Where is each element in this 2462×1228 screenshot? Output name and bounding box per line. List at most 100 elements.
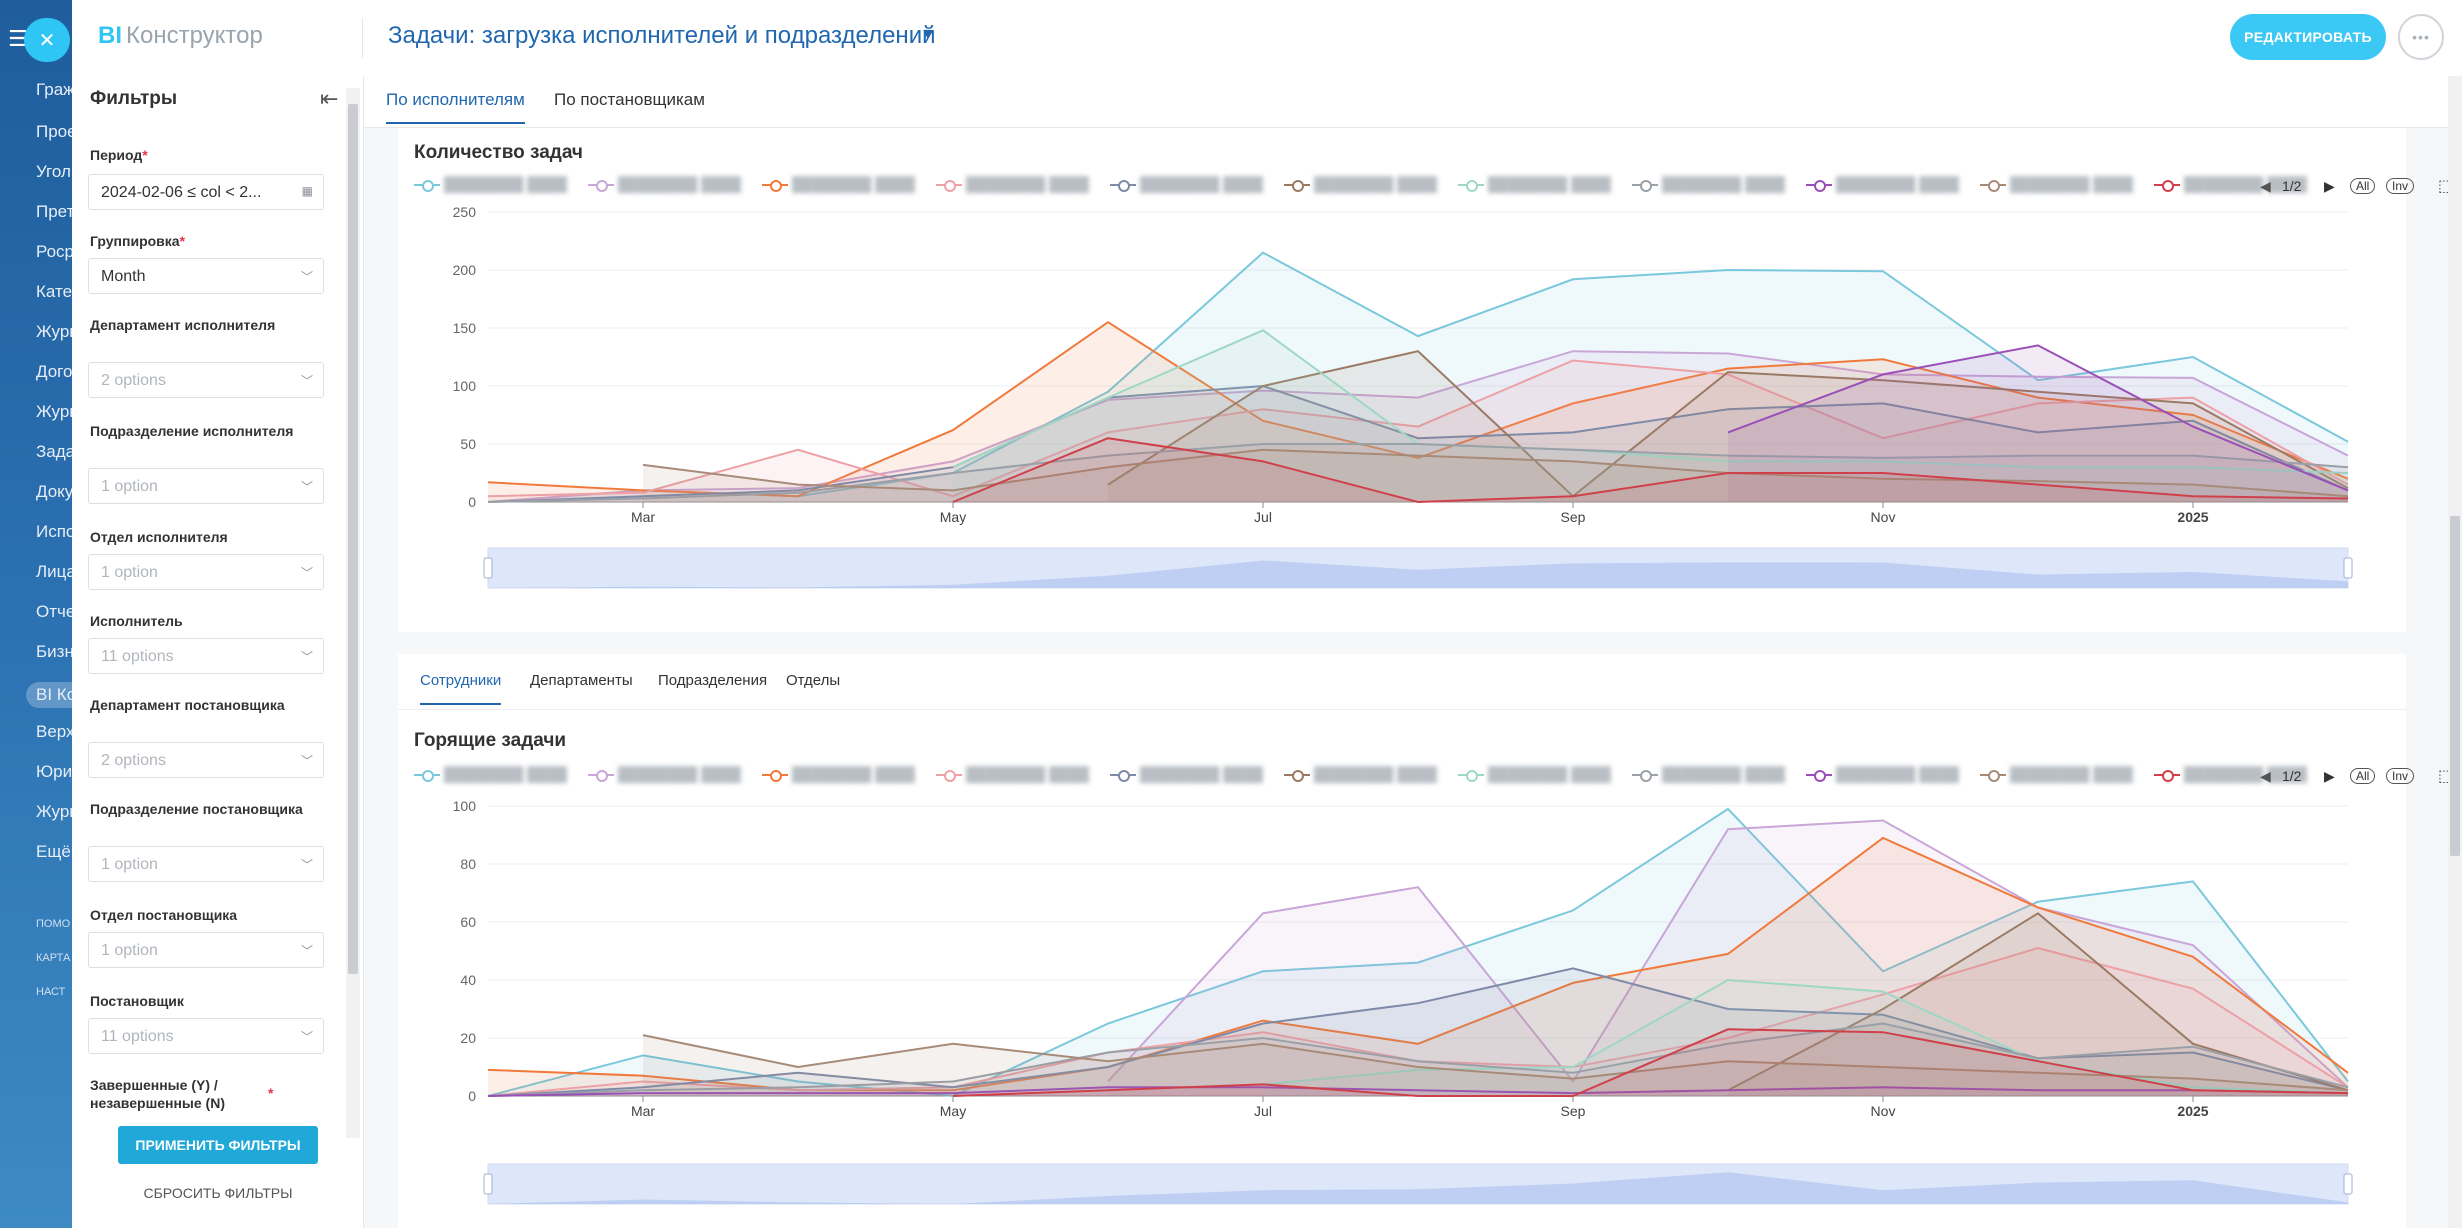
menu-icon[interactable]: ☰ bbox=[8, 26, 28, 51]
main-scrollbar[interactable] bbox=[2448, 76, 2462, 1228]
series-line[interactable] bbox=[952, 437, 2349, 504]
legend-item[interactable]: ████████ ████ bbox=[588, 766, 741, 790]
nav-item[interactable]: Роср bbox=[36, 242, 72, 261]
nav-item[interactable]: BI Ко bbox=[26, 682, 72, 708]
legend-inv-button[interactable]: Inv bbox=[2386, 768, 2415, 784]
zoom-handle-left[interactable] bbox=[483, 557, 493, 579]
legend-item[interactable]: ████████ ████ bbox=[762, 176, 915, 200]
filters-scrollbar[interactable] bbox=[346, 88, 360, 1138]
legend-item[interactable]: ████████ ████ bbox=[1632, 766, 1785, 790]
legend-item[interactable]: ████████ ████ bbox=[1284, 176, 1437, 200]
legend-item[interactable]: ████████ ████ bbox=[1110, 766, 1263, 790]
setter-select[interactable]: 11 options ﹀ bbox=[88, 1018, 324, 1054]
legend-item[interactable]: ████████ ████ bbox=[1980, 766, 2133, 790]
legend-item[interactable]: ████████ ████ bbox=[414, 766, 567, 790]
legend-inv-button[interactable]: Inv bbox=[2386, 178, 2415, 194]
legend-all-button[interactable]: All bbox=[2350, 178, 2376, 194]
nav-item[interactable]: Отче bbox=[36, 602, 72, 621]
nav-item[interactable]: Угол bbox=[36, 162, 71, 181]
otdel-setter-select[interactable]: 1 option ﹀ bbox=[88, 932, 324, 968]
legend-item[interactable]: ████████ ████ bbox=[1284, 766, 1437, 790]
series-line[interactable] bbox=[487, 443, 2349, 503]
legend-item[interactable]: ████████ ████ bbox=[1110, 176, 1263, 200]
legend-next-icon[interactable]: ▶ bbox=[2324, 768, 2335, 784]
zoom-handle-right[interactable] bbox=[2343, 557, 2353, 579]
legend-item[interactable]: ████████ ████ bbox=[1632, 176, 1785, 200]
nav-item[interactable]: Юри bbox=[36, 762, 72, 781]
series-line[interactable] bbox=[487, 807, 2349, 1098]
dept-exec-select[interactable]: 2 options ﹀ bbox=[88, 362, 324, 398]
nav-item[interactable]: Доку bbox=[36, 482, 72, 501]
legend-item[interactable]: ████████ ████ bbox=[1458, 766, 1611, 790]
close-button[interactable]: ✕ bbox=[24, 18, 70, 62]
nav-item[interactable]: Бизн bbox=[36, 642, 72, 661]
nav-item[interactable]: Испо bbox=[36, 522, 72, 541]
series-line[interactable] bbox=[487, 320, 2349, 498]
nav-item[interactable]: Прое bbox=[36, 122, 72, 141]
nav-item[interactable]: Прет bbox=[36, 202, 72, 221]
nav-item[interactable]: Лица bbox=[36, 562, 72, 581]
edit-button[interactable]: РЕДАКТИРОВАТЬ bbox=[2230, 14, 2386, 60]
reset-filters-button[interactable]: СБРОСИТЬ ФИЛЬТРЫ bbox=[143, 1185, 293, 1201]
legend-item[interactable]: ████████ ████ bbox=[2154, 766, 2307, 790]
x-tick-label: Mar bbox=[631, 1103, 655, 1119]
series-line[interactable] bbox=[487, 350, 2349, 503]
chevron-down-icon[interactable]: ▼ bbox=[920, 26, 936, 43]
tab-by-executors[interactable]: По исполнителям bbox=[386, 90, 525, 124]
scroll-thumb[interactable] bbox=[2450, 516, 2460, 856]
subdiv-exec-select[interactable]: 1 option ﹀ bbox=[88, 468, 324, 504]
nav-item[interactable]: Ещё bbox=[36, 842, 71, 861]
period-input[interactable]: 2024-02-06 ≤ col < 2... ▦ bbox=[88, 174, 324, 210]
zoom-handle-right[interactable] bbox=[2343, 1173, 2353, 1195]
scroll-thumb[interactable] bbox=[348, 104, 358, 974]
collapse-panel-icon[interactable]: ⇤ bbox=[320, 86, 339, 111]
more-button[interactable]: ••• bbox=[2398, 14, 2444, 60]
nav-item[interactable]: Кате bbox=[36, 282, 72, 301]
legend-item[interactable]: ████████ ████ bbox=[1458, 176, 1611, 200]
series-line[interactable] bbox=[487, 1086, 2349, 1097]
nav-item[interactable]: Журн bbox=[36, 402, 72, 421]
legend-next-icon[interactable]: ▶ bbox=[2324, 178, 2335, 194]
legend-all-button[interactable]: All bbox=[2350, 768, 2376, 784]
legend-item[interactable]: ████████ ████ bbox=[936, 766, 1089, 790]
zoom-handle-left[interactable] bbox=[483, 1173, 493, 1195]
legend-item[interactable]: ████████ ████ bbox=[1980, 176, 2133, 200]
group-select[interactable]: Month ﹀ bbox=[88, 258, 324, 294]
subtab-employees[interactable]: Сотрудники bbox=[420, 672, 502, 705]
series-line[interactable] bbox=[1107, 819, 2349, 1089]
tab-by-setters[interactable]: По постановщикам bbox=[554, 90, 705, 109]
subtab-subdivisions[interactable]: Подразделения bbox=[658, 672, 768, 689]
nav-item[interactable]: Журн bbox=[36, 322, 72, 341]
legend-item[interactable]: ████████ ████ bbox=[1806, 766, 1959, 790]
legend-item[interactable]: ████████ ████ bbox=[762, 766, 915, 790]
nav-item[interactable]: Журн bbox=[36, 802, 72, 821]
legend-item[interactable]: ████████ ████ bbox=[588, 176, 741, 200]
legend-prev-icon[interactable]: ◀ bbox=[2260, 768, 2271, 784]
nav-item[interactable]: Верх bbox=[36, 722, 72, 741]
legend-item[interactable]: ████████ ████ bbox=[1806, 176, 1959, 200]
nav-item[interactable]: Зада bbox=[36, 442, 72, 461]
series-line[interactable] bbox=[487, 1022, 2349, 1097]
otdel-exec-select[interactable]: 1 option ﹀ bbox=[88, 554, 324, 590]
dashboard-title[interactable]: Задачи: загрузка исполнителей и подразде… bbox=[388, 22, 936, 49]
series-line[interactable] bbox=[952, 1028, 2349, 1097]
subtab-otdels[interactable]: Отделы bbox=[786, 672, 841, 689]
subdiv-setter-select[interactable]: 1 option ﹀ bbox=[88, 846, 324, 882]
nav-item[interactable]: Граж bbox=[36, 80, 72, 99]
dept-setter-select[interactable]: 2 options ﹀ bbox=[88, 742, 324, 778]
apply-filters-button[interactable]: ПРИМЕНИТЬ ФИЛЬТРЫ bbox=[118, 1126, 318, 1164]
legend-item[interactable]: ████████ ████ bbox=[936, 176, 1089, 200]
subtab-departments[interactable]: Департаменты bbox=[530, 672, 633, 689]
series-line[interactable] bbox=[1727, 344, 2349, 492]
setter-value: 11 options bbox=[101, 1028, 174, 1045]
legend-item[interactable]: ████████ ████ bbox=[2154, 176, 2307, 200]
series-line[interactable] bbox=[642, 448, 2349, 498]
legend-prev-icon[interactable]: ◀ bbox=[2260, 178, 2271, 194]
exec-select[interactable]: 11 options ﹀ bbox=[88, 638, 324, 674]
series-line[interactable] bbox=[952, 329, 2349, 474]
series-line[interactable] bbox=[642, 1034, 2349, 1092]
legend-item[interactable]: ████████ ████ bbox=[414, 176, 567, 200]
series-line[interactable] bbox=[487, 384, 2349, 503]
series-line[interactable] bbox=[487, 359, 2349, 498]
nav-item[interactable]: Дого bbox=[36, 362, 72, 381]
